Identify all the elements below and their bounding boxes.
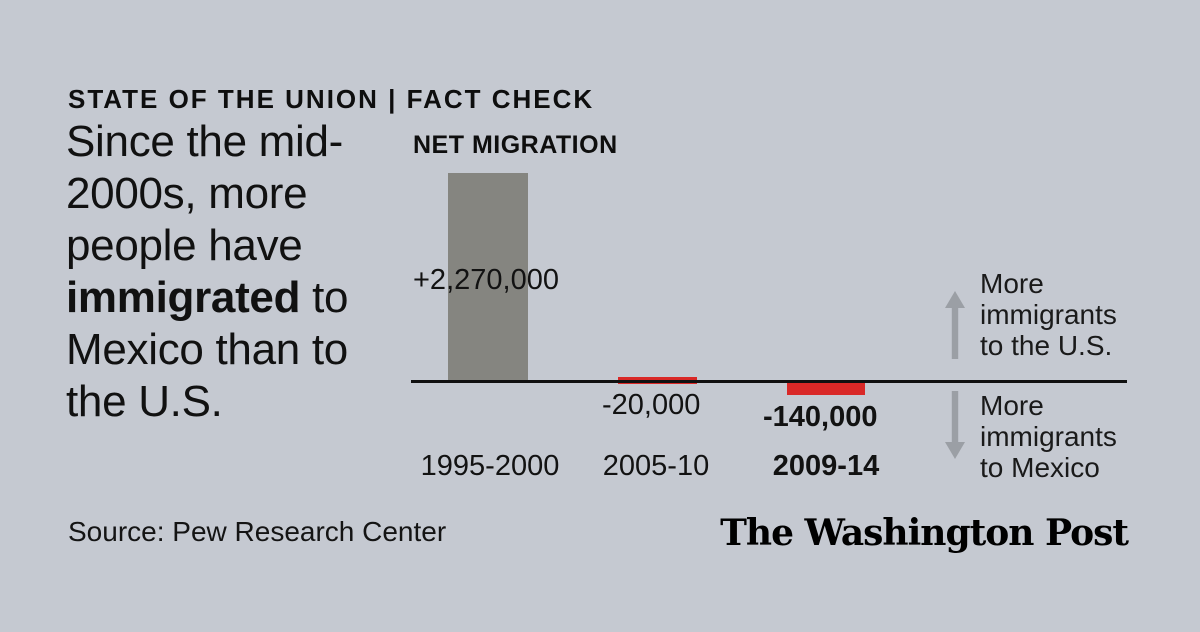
annotation-line: More bbox=[980, 268, 1044, 299]
source-credit: Source: Pew Research Center bbox=[68, 516, 447, 547]
washington-post-logo: The Washington Post bbox=[720, 512, 1129, 554]
category-label-1995-2000: 1995-2000 bbox=[420, 450, 560, 482]
headline-pre: Since the mid-2000s, more people have bbox=[66, 117, 344, 270]
annotation-line: More bbox=[980, 390, 1044, 421]
headline-emphasis: immigrated bbox=[66, 273, 301, 322]
arrow-down-icon bbox=[945, 391, 965, 459]
category-label-2005-10: 2005-10 bbox=[602, 450, 710, 482]
arrow-up-icon bbox=[945, 291, 965, 359]
chart-title: NET MIGRATION bbox=[413, 131, 618, 159]
value-label-2009-14: -140,000 bbox=[763, 401, 878, 433]
category-label-2009-14: 2009-14 bbox=[772, 450, 880, 482]
bar-1995-2000 bbox=[448, 173, 528, 381]
annotation-line: immigrants bbox=[980, 299, 1117, 330]
bar-2009-14 bbox=[787, 383, 865, 395]
value-label-1995-2000: +2,270,000 bbox=[413, 264, 559, 296]
kicker: STATE OF THE UNION | FACT CHECK bbox=[68, 84, 595, 114]
annotation-line: immigrants bbox=[980, 421, 1117, 452]
value-label-2005-10: -20,000 bbox=[602, 389, 701, 421]
annotation-more-to-us: More immigrants to the U.S. bbox=[980, 268, 1117, 361]
headline: Since the mid-2000s, more people have im… bbox=[66, 116, 388, 428]
annotation-line: to Mexico bbox=[980, 452, 1100, 483]
annotation-line: to the U.S. bbox=[980, 330, 1113, 361]
zero-axis-line bbox=[411, 380, 1127, 383]
headline-post: to Mexico than to the U.S. bbox=[66, 273, 349, 426]
annotation-more-to-mexico: More immigrants to Mexico bbox=[980, 390, 1117, 483]
